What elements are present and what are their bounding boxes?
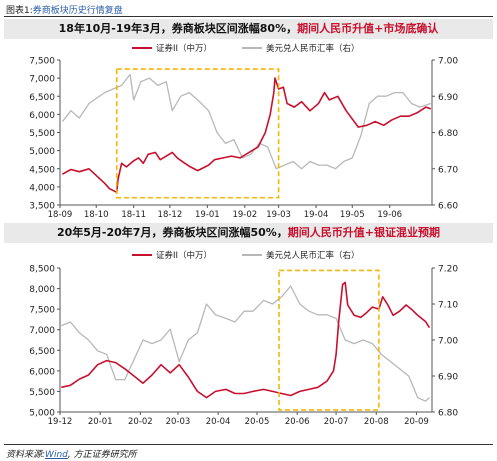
panel-title-1-emphasis: 期间人民币升值+市场底确认 (297, 22, 439, 35)
right-tick-label: 6.70 (438, 165, 458, 175)
right-tick-label: 6.90 (438, 373, 458, 383)
left-tick-label: 4,000 (29, 183, 55, 193)
x-tick-label: 19-06 (377, 210, 402, 218)
left-tick-label: 8,000 (29, 285, 55, 295)
bottom-divider (4, 444, 493, 445)
left-tick-label: 6,000 (29, 111, 55, 121)
caption-title: 券商板块历史行情复盘 (32, 6, 123, 16)
x-tick-label: 20-07 (324, 417, 349, 427)
top-divider (4, 16, 493, 17)
left-tick-label: 5,500 (29, 129, 55, 139)
chart-panel-1: 3,500 4,000 4,500 5,000 5,500 6,000 6,500 7,000… (0, 40, 497, 218)
x-tick-label: 18-09 (48, 210, 73, 218)
right-tick-label: 6.80 (438, 409, 458, 419)
legend-label-usdcny: 美元兑人民币汇率（右） (266, 250, 360, 261)
x-tick-label: 19-01 (195, 210, 220, 218)
panel-title-1: 18年10月-19年3月，券商板块区间涨幅80%，期间人民币升值+市场底确认 (4, 19, 493, 39)
caption-prefix: 图表1: (6, 6, 33, 16)
legend-label-securities: 证券II（中万） (156, 250, 212, 261)
panel-title-2-main: 20年5月-20年7月，券商板块区间涨幅50%， (56, 226, 288, 239)
x-tick-label: 20-08 (364, 417, 389, 427)
usdcny-rate-line (61, 285, 430, 402)
left-tick-label: 7,500 (29, 57, 55, 67)
left-tick-label: 6,500 (29, 347, 55, 357)
x-tick-label: 20-02 (128, 417, 153, 427)
right-tick-label: 7.00 (438, 57, 458, 67)
chart-1-svg: 3,500 4,000 4,500 5,000 5,500 6,000 6,500 7,000… (29, 43, 458, 218)
x-tick-label: 19-04 (304, 210, 329, 218)
x-tick-label: 18-10 (84, 210, 109, 218)
source-label: 资料来源: (6, 450, 46, 460)
left-tick-label: 5,500 (29, 388, 55, 398)
x-tick-label: 20-01 (88, 417, 113, 427)
highlight-period-box (278, 269, 380, 411)
x-tick-label: 19-02 (232, 210, 257, 218)
x-tick-label: 18-12 (158, 210, 183, 218)
legend-label-securities: 证券II（中万） (156, 43, 212, 54)
legend-label-usdcny: 美元兑人民币汇率（右） (266, 43, 360, 54)
left-tick-label: 5,000 (29, 409, 55, 419)
panel-title-2: 20年5月-20年7月，券商板块区间涨幅50%，期间人民币升值+银证混业预期 (4, 223, 493, 243)
left-tick-label: 5,000 (29, 147, 55, 157)
right-tick-label: 6.90 (438, 93, 458, 103)
right-tick-label: 7.10 (438, 301, 458, 311)
x-tick-label: 20-04 (206, 417, 231, 427)
x-tick-label: 20-09 (404, 417, 429, 427)
x-tick-label: 19-12 (48, 417, 73, 427)
left-tick-label: 8,500 (29, 265, 55, 275)
x-tick-label: 20-05 (245, 417, 270, 427)
panel-title-2-emphasis: 期间人民币升值+银证混业预期 (287, 226, 441, 239)
right-tick-label: 7.00 (438, 337, 458, 347)
right-tick-label: 6.80 (438, 129, 458, 139)
right-tick-label: 7.20 (438, 265, 458, 275)
usdcny-rate-line (61, 73, 432, 170)
left-tick-label: 7,000 (29, 75, 55, 85)
chart-2-svg: 5,000 5,500 6,000 6,500 7,000 7,500 8,000 8,500… (29, 250, 458, 427)
left-tick-label: 3,500 (29, 202, 55, 212)
figure-caption: 图表1:券商板块历史行情复盘 (6, 3, 123, 16)
left-tick-label: 6,500 (29, 93, 55, 103)
x-tick-label: 19-03 (266, 210, 291, 218)
left-tick-label: 6,000 (29, 367, 55, 377)
source-wind: Wind (45, 450, 68, 460)
left-tick-label: 4,500 (29, 165, 55, 175)
right-tick-label: 6.60 (438, 202, 458, 212)
panel-title-1-main: 18年10月-19年3月，券商板块区间涨幅80%， (58, 22, 298, 35)
left-tick-label: 7,000 (29, 326, 55, 336)
x-tick-label: 19-05 (340, 210, 365, 218)
chart-panel-2: 5,000 5,500 6,000 6,500 7,000 7,500 8,000 8,500… (0, 244, 497, 434)
source-rest: , 方正证券研究所 (67, 450, 137, 460)
x-tick-label: 18-11 (121, 210, 146, 218)
left-tick-label: 7,500 (29, 306, 55, 316)
highlight-period-box (115, 68, 280, 199)
x-tick-label: 20-06 (285, 417, 310, 427)
securities-index-line (61, 281, 431, 399)
securities-index-line (62, 77, 432, 194)
x-tick-label: 20-03 (166, 417, 191, 427)
source-note: 资料来源:Wind, 方正证券研究所 (6, 447, 137, 460)
